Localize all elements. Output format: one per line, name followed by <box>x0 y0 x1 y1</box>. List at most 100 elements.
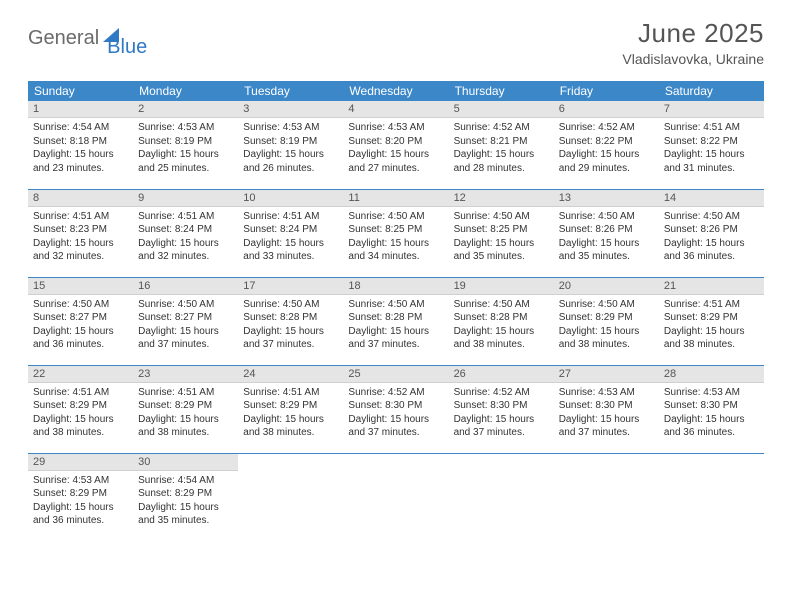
day-details: Sunrise: 4:50 AMSunset: 8:27 PMDaylight:… <box>133 295 238 357</box>
calendar-cell <box>238 453 343 541</box>
day-number: 17 <box>238 278 343 295</box>
weekday-header-row: Sunday Monday Tuesday Wednesday Thursday… <box>28 81 764 101</box>
weekday-header: Sunday <box>28 81 133 101</box>
day-details: Sunrise: 4:50 AMSunset: 8:28 PMDaylight:… <box>238 295 343 357</box>
day-details: Sunrise: 4:52 AMSunset: 8:22 PMDaylight:… <box>554 118 659 180</box>
day-number: 12 <box>449 190 554 207</box>
day-details: Sunrise: 4:50 AMSunset: 8:25 PMDaylight:… <box>343 207 448 269</box>
day-number: 16 <box>133 278 238 295</box>
calendar-cell: 14Sunrise: 4:50 AMSunset: 8:26 PMDayligh… <box>659 189 764 277</box>
calendar-cell: 25Sunrise: 4:52 AMSunset: 8:30 PMDayligh… <box>343 365 448 453</box>
day-details: Sunrise: 4:51 AMSunset: 8:22 PMDaylight:… <box>659 118 764 180</box>
calendar-cell: 26Sunrise: 4:52 AMSunset: 8:30 PMDayligh… <box>449 365 554 453</box>
calendar-cell: 10Sunrise: 4:51 AMSunset: 8:24 PMDayligh… <box>238 189 343 277</box>
page-header: General Blue June 2025 Vladislavovka, Uk… <box>0 0 792 75</box>
day-number: 10 <box>238 190 343 207</box>
calendar-cell <box>554 453 659 541</box>
day-number: 28 <box>659 366 764 383</box>
day-details: Sunrise: 4:51 AMSunset: 8:24 PMDaylight:… <box>238 207 343 269</box>
calendar-cell: 27Sunrise: 4:53 AMSunset: 8:30 PMDayligh… <box>554 365 659 453</box>
month-title: June 2025 <box>622 18 764 49</box>
day-details: Sunrise: 4:50 AMSunset: 8:27 PMDaylight:… <box>28 295 133 357</box>
calendar-cell: 20Sunrise: 4:50 AMSunset: 8:29 PMDayligh… <box>554 277 659 365</box>
day-number: 24 <box>238 366 343 383</box>
calendar-table: Sunday Monday Tuesday Wednesday Thursday… <box>28 81 764 541</box>
day-details: Sunrise: 4:53 AMSunset: 8:30 PMDaylight:… <box>659 383 764 445</box>
calendar-body: 1Sunrise: 4:54 AMSunset: 8:18 PMDaylight… <box>28 101 764 541</box>
calendar-cell <box>343 453 448 541</box>
day-details: Sunrise: 4:50 AMSunset: 8:29 PMDaylight:… <box>554 295 659 357</box>
calendar-cell: 11Sunrise: 4:50 AMSunset: 8:25 PMDayligh… <box>343 189 448 277</box>
day-number: 23 <box>133 366 238 383</box>
day-number: 15 <box>28 278 133 295</box>
title-block: June 2025 Vladislavovka, Ukraine <box>622 18 764 67</box>
calendar-cell: 16Sunrise: 4:50 AMSunset: 8:27 PMDayligh… <box>133 277 238 365</box>
calendar-cell: 3Sunrise: 4:53 AMSunset: 8:19 PMDaylight… <box>238 101 343 189</box>
day-details: Sunrise: 4:51 AMSunset: 8:29 PMDaylight:… <box>133 383 238 445</box>
day-details: Sunrise: 4:53 AMSunset: 8:29 PMDaylight:… <box>28 471 133 533</box>
calendar-cell: 28Sunrise: 4:53 AMSunset: 8:30 PMDayligh… <box>659 365 764 453</box>
brand-part1: General <box>28 27 99 50</box>
brand-part2: Blue <box>107 36 147 59</box>
day-details: Sunrise: 4:53 AMSunset: 8:30 PMDaylight:… <box>554 383 659 445</box>
day-number: 25 <box>343 366 448 383</box>
day-number: 9 <box>133 190 238 207</box>
day-details: Sunrise: 4:53 AMSunset: 8:19 PMDaylight:… <box>133 118 238 180</box>
day-details: Sunrise: 4:52 AMSunset: 8:30 PMDaylight:… <box>343 383 448 445</box>
calendar-cell: 30Sunrise: 4:54 AMSunset: 8:29 PMDayligh… <box>133 453 238 541</box>
day-number: 21 <box>659 278 764 295</box>
calendar-cell: 15Sunrise: 4:50 AMSunset: 8:27 PMDayligh… <box>28 277 133 365</box>
day-number: 6 <box>554 101 659 118</box>
day-number: 4 <box>343 101 448 118</box>
calendar-cell: 5Sunrise: 4:52 AMSunset: 8:21 PMDaylight… <box>449 101 554 189</box>
day-number: 18 <box>343 278 448 295</box>
brand-logo: General Blue <box>28 18 147 59</box>
day-details: Sunrise: 4:50 AMSunset: 8:28 PMDaylight:… <box>343 295 448 357</box>
day-details: Sunrise: 4:51 AMSunset: 8:29 PMDaylight:… <box>659 295 764 357</box>
day-number: 26 <box>449 366 554 383</box>
weekday-header: Saturday <box>659 81 764 101</box>
calendar-cell: 7Sunrise: 4:51 AMSunset: 8:22 PMDaylight… <box>659 101 764 189</box>
calendar-cell: 23Sunrise: 4:51 AMSunset: 8:29 PMDayligh… <box>133 365 238 453</box>
calendar-cell: 13Sunrise: 4:50 AMSunset: 8:26 PMDayligh… <box>554 189 659 277</box>
calendar-cell: 17Sunrise: 4:50 AMSunset: 8:28 PMDayligh… <box>238 277 343 365</box>
day-details: Sunrise: 4:50 AMSunset: 8:28 PMDaylight:… <box>449 295 554 357</box>
weekday-header: Wednesday <box>343 81 448 101</box>
calendar-cell: 2Sunrise: 4:53 AMSunset: 8:19 PMDaylight… <box>133 101 238 189</box>
day-number: 13 <box>554 190 659 207</box>
day-number: 29 <box>28 454 133 471</box>
calendar-cell: 24Sunrise: 4:51 AMSunset: 8:29 PMDayligh… <box>238 365 343 453</box>
day-number: 20 <box>554 278 659 295</box>
day-number: 27 <box>554 366 659 383</box>
day-number: 14 <box>659 190 764 207</box>
day-number: 7 <box>659 101 764 118</box>
day-number: 30 <box>133 454 238 471</box>
day-details: Sunrise: 4:50 AMSunset: 8:25 PMDaylight:… <box>449 207 554 269</box>
calendar-cell <box>659 453 764 541</box>
day-details: Sunrise: 4:53 AMSunset: 8:19 PMDaylight:… <box>238 118 343 180</box>
calendar-cell: 8Sunrise: 4:51 AMSunset: 8:23 PMDaylight… <box>28 189 133 277</box>
calendar-row: 22Sunrise: 4:51 AMSunset: 8:29 PMDayligh… <box>28 365 764 453</box>
day-details: Sunrise: 4:54 AMSunset: 8:29 PMDaylight:… <box>133 471 238 533</box>
weekday-header: Tuesday <box>238 81 343 101</box>
calendar-cell: 22Sunrise: 4:51 AMSunset: 8:29 PMDayligh… <box>28 365 133 453</box>
calendar-cell: 6Sunrise: 4:52 AMSunset: 8:22 PMDaylight… <box>554 101 659 189</box>
day-details: Sunrise: 4:51 AMSunset: 8:29 PMDaylight:… <box>28 383 133 445</box>
day-number: 22 <box>28 366 133 383</box>
day-details: Sunrise: 4:50 AMSunset: 8:26 PMDaylight:… <box>659 207 764 269</box>
calendar-row: 15Sunrise: 4:50 AMSunset: 8:27 PMDayligh… <box>28 277 764 365</box>
day-number: 5 <box>449 101 554 118</box>
weekday-header: Monday <box>133 81 238 101</box>
calendar-cell: 4Sunrise: 4:53 AMSunset: 8:20 PMDaylight… <box>343 101 448 189</box>
day-number: 1 <box>28 101 133 118</box>
day-details: Sunrise: 4:51 AMSunset: 8:29 PMDaylight:… <box>238 383 343 445</box>
day-number: 3 <box>238 101 343 118</box>
calendar-cell <box>449 453 554 541</box>
day-details: Sunrise: 4:51 AMSunset: 8:24 PMDaylight:… <box>133 207 238 269</box>
day-details: Sunrise: 4:53 AMSunset: 8:20 PMDaylight:… <box>343 118 448 180</box>
calendar-cell: 29Sunrise: 4:53 AMSunset: 8:29 PMDayligh… <box>28 453 133 541</box>
weekday-header: Thursday <box>449 81 554 101</box>
calendar-row: 1Sunrise: 4:54 AMSunset: 8:18 PMDaylight… <box>28 101 764 189</box>
calendar-row: 8Sunrise: 4:51 AMSunset: 8:23 PMDaylight… <box>28 189 764 277</box>
day-number: 8 <box>28 190 133 207</box>
